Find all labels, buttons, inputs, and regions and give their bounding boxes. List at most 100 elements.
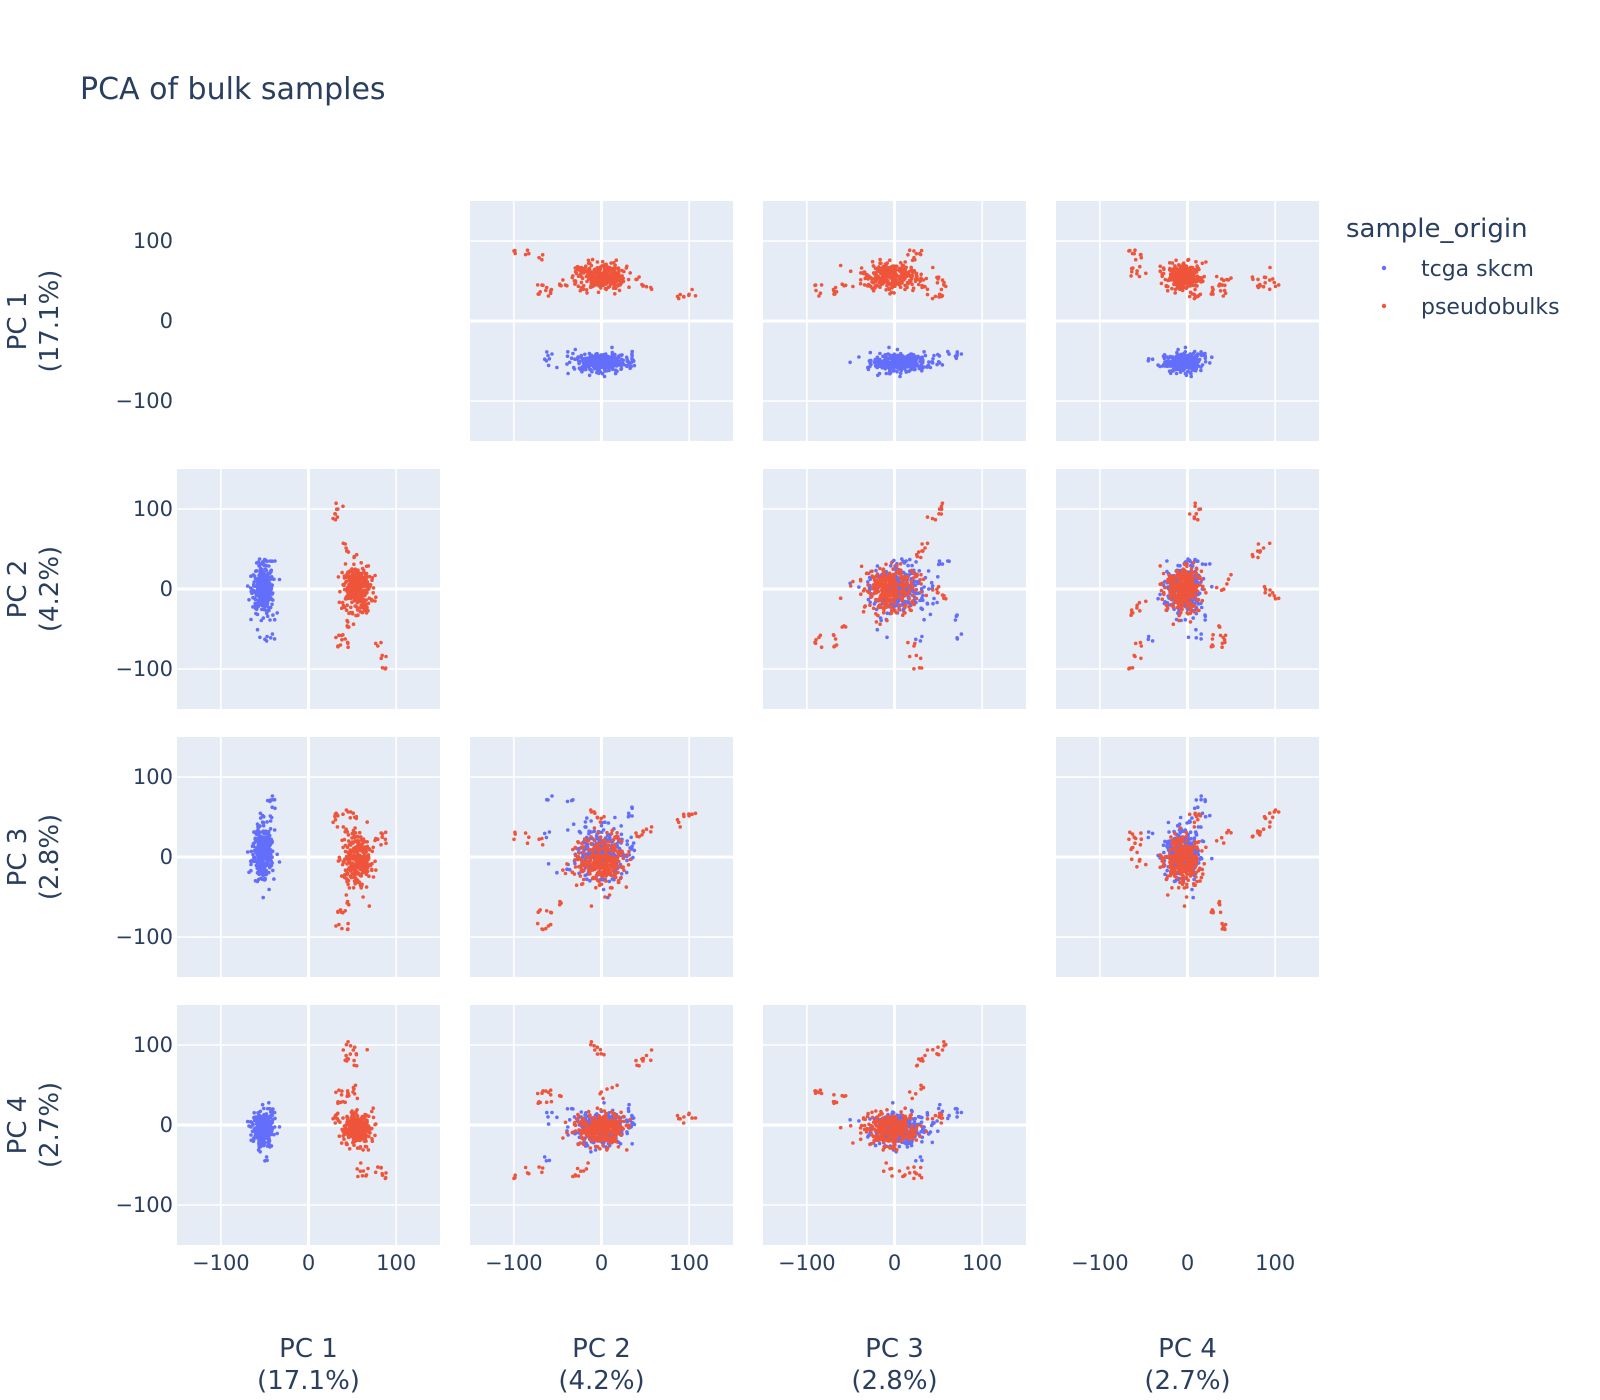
data-point-pseudobulks bbox=[885, 584, 889, 589]
data-point-pseudobulks bbox=[346, 927, 350, 931]
data-point-pseudobulks bbox=[1267, 593, 1272, 597]
data-point-pseudobulks bbox=[1190, 570, 1195, 574]
data-point-tcga-skcm bbox=[918, 639, 923, 643]
data-point-pseudobulks bbox=[525, 248, 530, 252]
data-point-pseudobulks bbox=[814, 288, 818, 293]
data-point-pseudobulks bbox=[637, 275, 641, 279]
data-point-pseudobulks bbox=[336, 575, 341, 579]
data-point-tcga-skcm bbox=[245, 850, 250, 854]
data-point-pseudobulks bbox=[1130, 666, 1135, 670]
data-point-pseudobulks bbox=[649, 285, 653, 290]
data-point-pseudobulks bbox=[1201, 279, 1205, 284]
data-point-pseudobulks bbox=[681, 294, 686, 299]
data-point-tcga-skcm bbox=[247, 598, 251, 602]
data-point-tcga-skcm bbox=[546, 353, 550, 358]
data-point-pseudobulks bbox=[1144, 599, 1148, 604]
data-point-pseudobulks bbox=[924, 593, 929, 598]
data-point-pseudobulks bbox=[365, 862, 369, 867]
panel-points bbox=[1127, 248, 1281, 379]
data-point-tcga-skcm bbox=[1195, 559, 1199, 563]
data-point-pseudobulks bbox=[833, 644, 837, 648]
data-point-pseudobulks bbox=[814, 638, 818, 642]
data-point-pseudobulks bbox=[884, 288, 888, 292]
data-point-tcga-skcm bbox=[1192, 349, 1197, 354]
data-point-tcga-skcm bbox=[1178, 367, 1182, 372]
data-point-pseudobulks bbox=[361, 850, 366, 855]
data-point-tcga-skcm bbox=[1161, 354, 1166, 359]
data-point-tcga-skcm bbox=[897, 357, 901, 361]
data-point-tcga-skcm bbox=[256, 825, 260, 829]
data-point-pseudobulks bbox=[878, 566, 882, 571]
data-point-pseudobulks bbox=[869, 284, 873, 289]
data-point-tcga-skcm bbox=[249, 849, 253, 854]
data-point-pseudobulks bbox=[366, 609, 370, 613]
panel-points bbox=[813, 248, 964, 379]
data-point-pseudobulks bbox=[336, 507, 340, 511]
data-point-pseudobulks bbox=[620, 268, 624, 273]
data-point-pseudobulks bbox=[354, 552, 359, 557]
data-point-pseudobulks bbox=[935, 281, 940, 285]
data-point-pseudobulks bbox=[1135, 271, 1139, 276]
data-point-pseudobulks bbox=[581, 283, 586, 288]
data-point-tcga-skcm bbox=[921, 593, 925, 598]
data-point-pseudobulks bbox=[891, 567, 895, 571]
data-point-pseudobulks bbox=[367, 585, 371, 589]
data-point-pseudobulks bbox=[898, 261, 903, 265]
data-point-pseudobulks bbox=[350, 861, 355, 865]
data-point-pseudobulks bbox=[918, 656, 923, 661]
data-point-pseudobulks bbox=[1188, 611, 1193, 616]
data-point-pseudobulks bbox=[348, 848, 353, 852]
data-point-pseudobulks bbox=[1193, 504, 1197, 509]
data-point-pseudobulks bbox=[340, 862, 345, 867]
data-point-tcga-skcm bbox=[262, 575, 267, 580]
data-point-pseudobulks bbox=[675, 294, 680, 299]
data-point-tcga-skcm bbox=[877, 364, 882, 369]
data-point-pseudobulks bbox=[354, 854, 359, 858]
data-point-tcga-skcm bbox=[895, 369, 899, 374]
data-point-pseudobulks bbox=[869, 595, 873, 599]
data-point-tcga-skcm bbox=[1183, 363, 1188, 368]
data-point-pseudobulks bbox=[607, 265, 612, 270]
data-point-tcga-skcm bbox=[914, 637, 918, 642]
data-point-pseudobulks bbox=[1273, 597, 1278, 601]
data-point-pseudobulks bbox=[581, 269, 586, 273]
data-point-pseudobulks bbox=[334, 635, 338, 640]
data-point-pseudobulks bbox=[1189, 566, 1194, 571]
data-point-pseudobulks bbox=[361, 575, 365, 580]
data-point-pseudobulks bbox=[1193, 279, 1197, 283]
data-point-pseudobulks bbox=[614, 286, 618, 291]
data-point-pseudobulks bbox=[361, 568, 366, 573]
data-point-pseudobulks bbox=[848, 584, 853, 588]
data-point-tcga-skcm bbox=[550, 352, 554, 356]
data-point-tcga-skcm bbox=[250, 858, 254, 863]
data-point-tcga-skcm bbox=[265, 798, 270, 803]
data-point-pseudobulks bbox=[1258, 282, 1262, 287]
data-point-pseudobulks bbox=[879, 598, 883, 603]
data-point-pseudobulks bbox=[359, 583, 364, 587]
data-point-tcga-skcm bbox=[264, 608, 269, 613]
data-point-pseudobulks bbox=[634, 277, 638, 282]
data-point-tcga-skcm bbox=[1186, 635, 1191, 640]
data-point-tcga-skcm bbox=[258, 635, 262, 640]
data-point-tcga-skcm bbox=[603, 353, 607, 358]
data-point-pseudobulks bbox=[363, 870, 367, 875]
data-point-pseudobulks bbox=[1135, 606, 1139, 610]
data-point-tcga-skcm bbox=[1193, 356, 1197, 361]
data-point-tcga-skcm bbox=[857, 585, 861, 589]
data-point-tcga-skcm bbox=[919, 367, 923, 372]
data-point-pseudobulks bbox=[1211, 633, 1215, 637]
data-point-tcga-skcm bbox=[1203, 356, 1208, 361]
data-point-pseudobulks bbox=[901, 585, 906, 589]
data-point-tcga-skcm bbox=[251, 595, 255, 600]
data-point-pseudobulks bbox=[344, 893, 349, 897]
data-point-pseudobulks bbox=[366, 601, 371, 606]
data-point-pseudobulks bbox=[370, 867, 374, 872]
data-point-tcga-skcm bbox=[258, 571, 263, 575]
data-point-pseudobulks bbox=[595, 260, 600, 264]
data-point-pseudobulks bbox=[1189, 265, 1194, 270]
data-point-tcga-skcm bbox=[267, 576, 271, 580]
data-point-pseudobulks bbox=[888, 578, 892, 583]
data-point-tcga-skcm bbox=[272, 617, 277, 622]
data-point-tcga-skcm bbox=[1208, 361, 1212, 365]
data-point-tcga-skcm bbox=[955, 350, 960, 354]
